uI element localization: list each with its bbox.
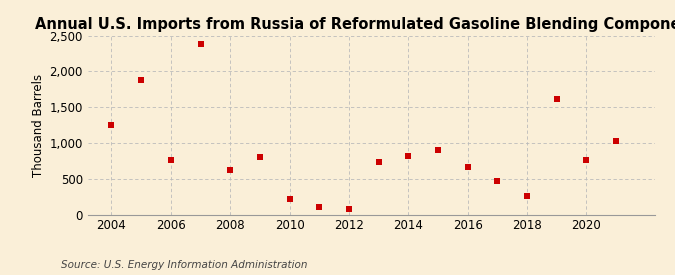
Point <box>403 154 414 158</box>
Point <box>136 78 146 82</box>
Point <box>433 148 443 152</box>
Point <box>195 42 206 46</box>
Point <box>344 207 354 211</box>
Title: Annual U.S. Imports from Russia of Reformulated Gasoline Blending Components: Annual U.S. Imports from Russia of Refor… <box>35 17 675 32</box>
Point <box>254 155 265 160</box>
Point <box>462 165 473 169</box>
Point <box>551 97 562 101</box>
Point <box>522 194 533 199</box>
Point <box>225 167 236 172</box>
Text: Source: U.S. Energy Information Administration: Source: U.S. Energy Information Administ… <box>61 260 307 270</box>
Point <box>165 158 176 162</box>
Point <box>314 204 325 209</box>
Point <box>106 123 117 127</box>
Point <box>581 158 592 162</box>
Point <box>373 160 384 164</box>
Point <box>611 139 622 143</box>
Y-axis label: Thousand Barrels: Thousand Barrels <box>32 73 45 177</box>
Point <box>492 179 503 183</box>
Point <box>284 197 295 202</box>
